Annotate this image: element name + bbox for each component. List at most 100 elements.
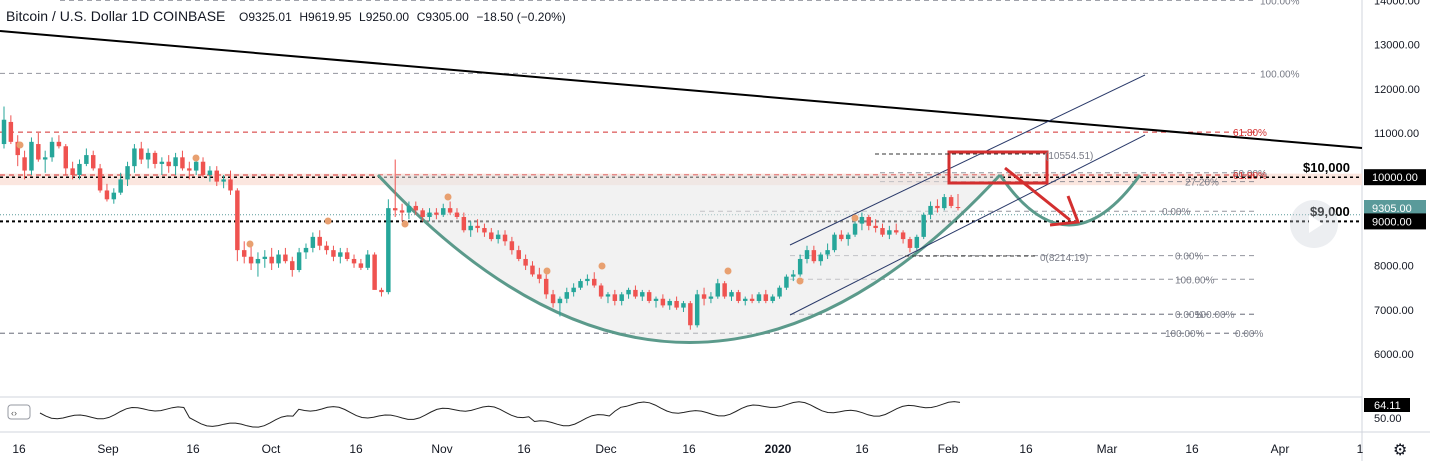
time-axis-label: 16 <box>517 442 531 456</box>
event-marker-dot <box>543 267 551 275</box>
candle-body <box>63 146 69 169</box>
time-axis-label: Apr <box>1271 442 1290 456</box>
candle-body <box>633 289 638 297</box>
candle-body <box>530 265 535 275</box>
level-tag-9000-bg <box>1364 213 1426 230</box>
candle-body <box>118 179 123 193</box>
candle-body <box>612 294 618 301</box>
candle-body <box>166 161 171 167</box>
candle-body <box>90 155 96 169</box>
candle-body <box>187 168 192 171</box>
time-axis-label: Dec <box>595 442 616 456</box>
candle-body <box>640 292 645 297</box>
rsi-value-label: 64.11 <box>1374 400 1401 412</box>
candle-body <box>646 292 652 301</box>
candle-body <box>200 161 206 175</box>
candle-body <box>111 192 117 200</box>
fib-level-label: 0.00% <box>1162 207 1190 218</box>
current-price-tag: 9305.00 <box>1372 203 1412 215</box>
fib-red-label: 61.80% <box>1233 128 1267 139</box>
candle-body <box>303 247 309 253</box>
time-axis-label: Oct <box>262 442 281 456</box>
candle-body <box>694 294 700 326</box>
candle-body <box>379 289 384 293</box>
long-downtrend-line <box>0 30 1363 149</box>
candle-body <box>56 141 62 147</box>
candle-body <box>413 205 419 211</box>
candle-body <box>653 298 659 301</box>
candle-body <box>502 234 508 242</box>
candle-body <box>221 179 226 182</box>
candle-body <box>461 216 467 231</box>
event-marker-dot <box>324 217 332 225</box>
candle-body <box>468 225 473 231</box>
candle-body <box>907 239 913 248</box>
candle-body <box>763 294 769 301</box>
rsi-line <box>39 401 961 428</box>
candle-body <box>331 250 336 257</box>
candle-body <box>791 274 796 277</box>
candle-body <box>688 303 693 326</box>
candle-body <box>537 274 542 279</box>
candle-body <box>948 197 954 206</box>
candle-body <box>598 285 604 297</box>
candles <box>1 106 961 330</box>
candle-body <box>832 234 837 251</box>
candle-body <box>736 292 741 301</box>
event-marker-dot <box>444 193 452 201</box>
time-axis-label: 16 <box>186 442 200 456</box>
candle-body <box>29 141 34 171</box>
chart-header: Bitcoin / U.S. Dollar 1D COINBASE O9325.… <box>6 8 566 24</box>
candle-body <box>571 287 576 293</box>
candle-body <box>729 292 734 297</box>
candle-body <box>159 161 165 164</box>
candle-body <box>660 298 666 306</box>
high-value: H9619.95 <box>299 10 352 24</box>
candle-body <box>152 152 158 164</box>
fib-level-label: 100.00% <box>1165 329 1205 340</box>
event-marker-dot <box>796 277 804 285</box>
candle-body <box>495 234 501 240</box>
candle-body <box>585 278 590 282</box>
candle-body <box>797 258 803 275</box>
candle-body <box>811 250 817 262</box>
candle-body <box>777 287 782 297</box>
candle-body <box>845 234 851 240</box>
candle-body <box>193 161 199 171</box>
candle-body <box>77 163 82 175</box>
candle-body <box>873 225 878 229</box>
candle-body <box>1 119 7 145</box>
candle-body <box>132 148 137 167</box>
candle-body <box>104 190 110 200</box>
candle-body <box>372 254 377 290</box>
candle-body <box>255 258 261 264</box>
candle-body <box>248 256 254 264</box>
candle-body <box>358 263 364 268</box>
change-value: −18.50 (−0.20%) <box>476 10 566 24</box>
candle-body <box>708 296 714 299</box>
candle-body <box>276 254 281 264</box>
candle-body <box>543 278 549 295</box>
candle-body <box>722 283 727 297</box>
candle-body <box>523 258 528 266</box>
time-axis-label: 2020 <box>765 442 792 456</box>
annotation-high: (10554.51) <box>1045 151 1093 162</box>
candle-body <box>317 236 322 246</box>
replay-play-button[interactable] <box>1290 200 1338 248</box>
time-axis-label: Mar <box>1097 442 1118 456</box>
annotation-low: 0(8214.19) <box>1040 253 1088 264</box>
event-marker-dot <box>246 240 254 248</box>
event-marker-dot <box>851 214 859 222</box>
candle-body <box>743 298 748 301</box>
price-axis[interactable]: 14000.00 13000.00 12000.00 11000.00 8000.00 7… <box>1364 0 1426 361</box>
rsi-toggle-icon: ‹› <box>11 408 17 418</box>
candle-body <box>667 300 672 306</box>
price-axis-label: 8000.00 <box>1374 261 1414 273</box>
candle-body <box>839 234 844 240</box>
time-axis[interactable]: 16 Sep 16 Oct 16 Nov 16 Dec 16 2020 16 Feb 16 Mar 16 Ap… <box>12 442 1407 459</box>
candle-body <box>681 303 686 308</box>
candle-body <box>701 294 707 299</box>
fib-level-label: 0.00% <box>1175 252 1203 263</box>
